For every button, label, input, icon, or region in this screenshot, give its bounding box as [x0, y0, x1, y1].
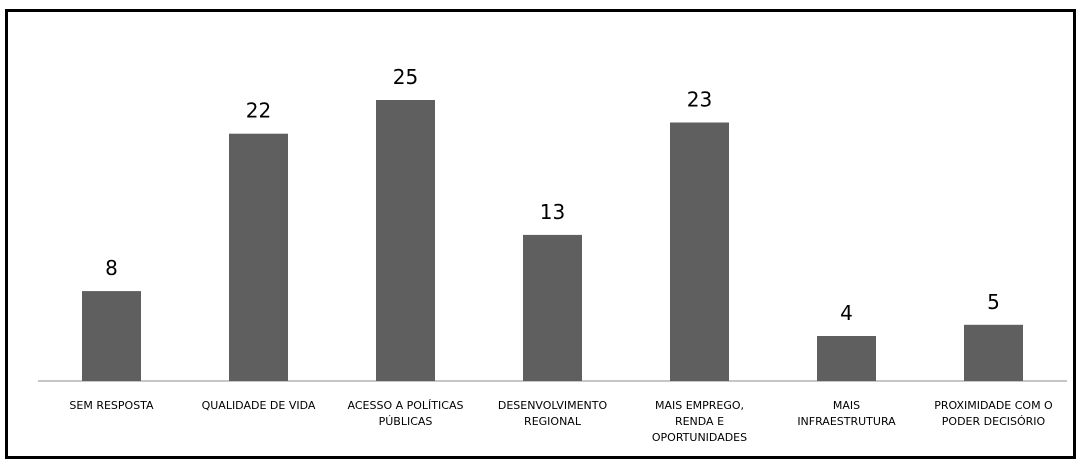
bar: [817, 336, 876, 381]
x-tick-label: ACESSO A POLÍTICAS PÚBLICAS: [348, 399, 464, 428]
data-label: 22: [246, 99, 271, 123]
x-tick-label: SEM RESPOSTA: [69, 399, 154, 412]
bar: [670, 122, 729, 381]
data-label: 5: [987, 290, 1000, 314]
bar: [523, 234, 582, 381]
bar: [964, 324, 1023, 381]
x-tick-label: PROXIMIDADE COM O PODER DECISÓRIO: [934, 399, 1053, 428]
x-tick-label: MAIS INFRAESTRUTURA: [797, 399, 896, 428]
data-label: 13: [540, 200, 565, 224]
bar: [82, 291, 141, 381]
data-label: 4: [840, 301, 853, 325]
data-label: 23: [687, 88, 712, 112]
data-label: 8: [105, 256, 118, 280]
data-label: 25: [393, 65, 418, 89]
x-tick-label: MAIS EMPREGO, RENDA E OPORTUNIDADES: [652, 399, 747, 444]
bar: [376, 100, 435, 381]
x-tick-label: QUALIDADE DE VIDA: [202, 399, 316, 412]
x-tick-label: DESENVOLVIMENTO REGIONAL: [498, 399, 608, 428]
chart-frame: [5, 9, 1076, 459]
bar: [229, 133, 288, 381]
